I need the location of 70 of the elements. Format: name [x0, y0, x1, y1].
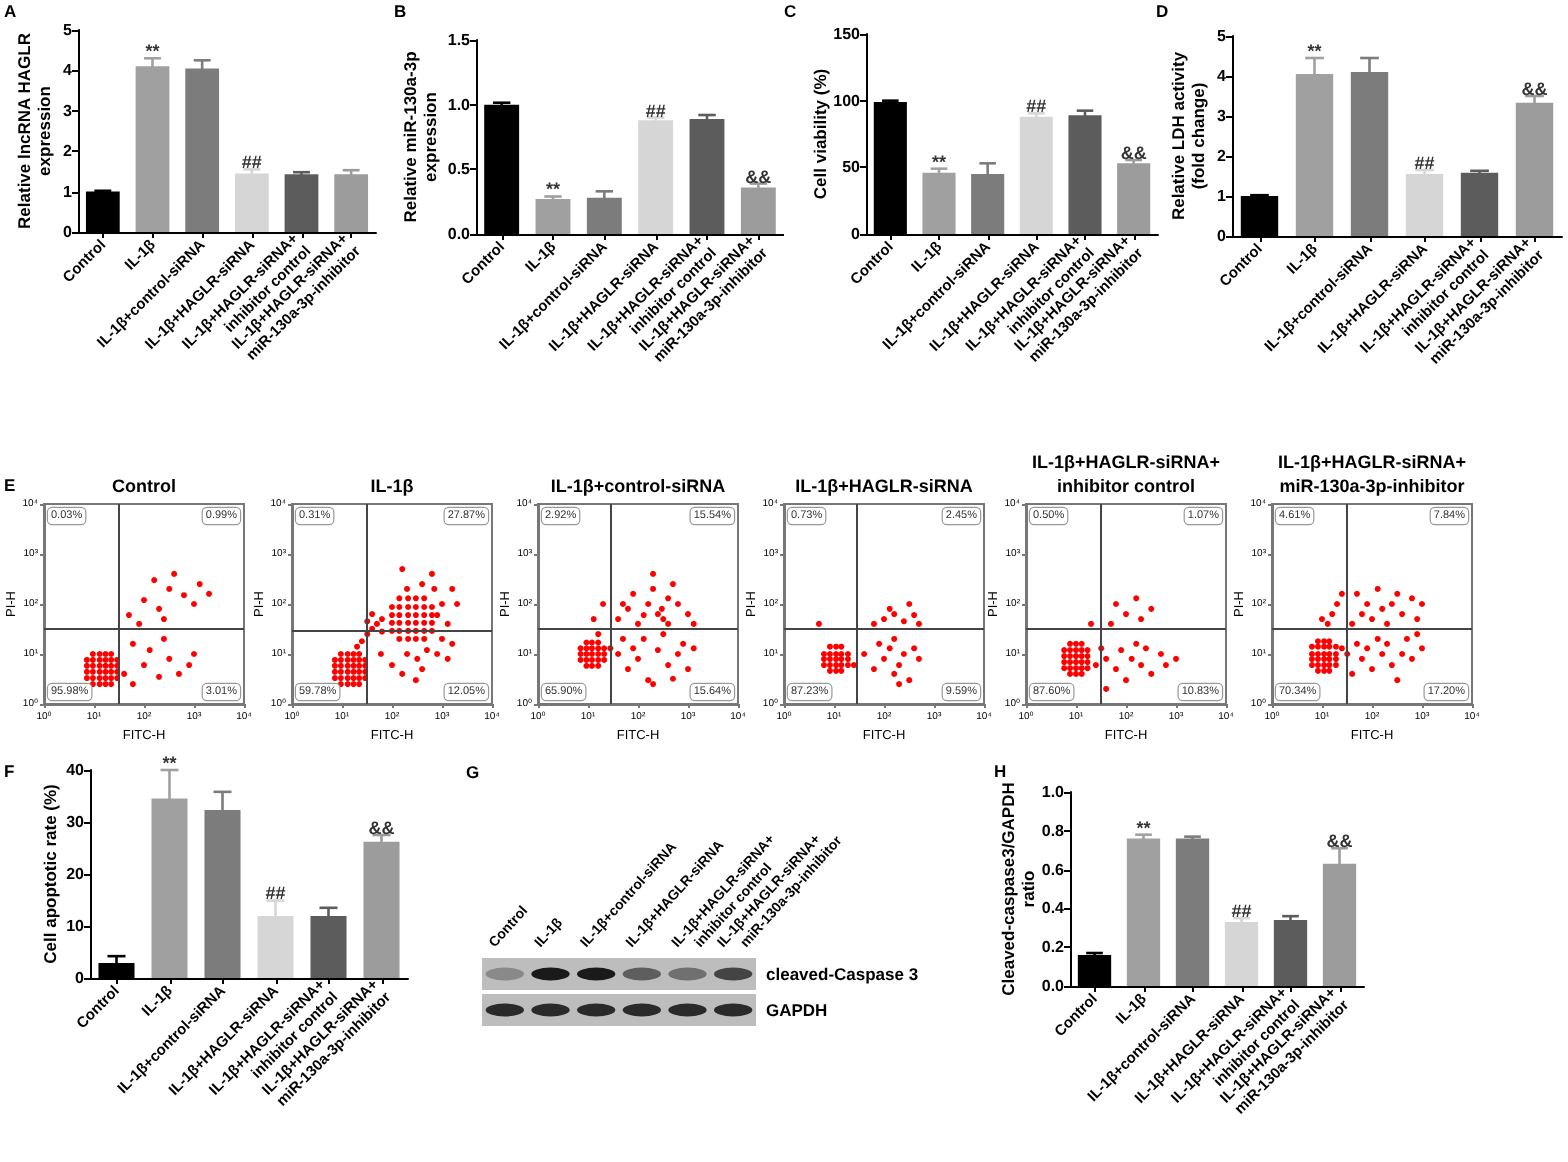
- chart-title: IL-1β: [370, 476, 415, 496]
- y-tick-label: 1: [63, 182, 74, 201]
- text: B: [394, 1, 407, 21]
- y-tick-label: 0.2: [1041, 938, 1066, 957]
- annotation: **: [145, 41, 161, 62]
- y-tick-label: 0.0: [447, 225, 472, 243]
- y-axis-title: Relative miR-130a-3p expression: [400, 51, 440, 223]
- annotation: &&: [368, 818, 396, 838]
- y-tick-label: 2: [1217, 147, 1228, 165]
- y-tick-label: 1.0: [1041, 783, 1066, 801]
- annotation: ##: [1231, 901, 1252, 922]
- annotation: &&: [745, 166, 773, 187]
- annotation: &&: [1120, 143, 1148, 163]
- annotation: **: [162, 753, 178, 773]
- text: D: [1156, 1, 1169, 21]
- y-tick-label: 1: [1217, 187, 1228, 205]
- y-tick-label: 0.4: [1041, 899, 1066, 918]
- y-axis-title: Relative lncRNA HAGLR expression: [14, 33, 54, 229]
- y-tick-label: 100: [833, 91, 862, 110]
- y-tick-label: 10: [66, 917, 86, 935]
- y-tick-label: 40: [66, 761, 86, 779]
- text: E: [4, 475, 16, 495]
- y-tick-label: 1.0: [447, 95, 472, 114]
- y-tick-label: 0: [1217, 227, 1228, 245]
- y-tick-label: 0.5: [447, 160, 472, 179]
- category-label: GAPDH: [766, 1000, 828, 1020]
- y-tick-label: 0: [851, 225, 862, 243]
- y-tick-label: 0: [63, 223, 74, 241]
- category-label: cleaved-Caspase 3: [766, 964, 919, 984]
- y-tick-label: 150: [833, 25, 862, 43]
- text: H: [994, 761, 1007, 781]
- y-tick-label: 30: [66, 813, 86, 831]
- annotation: **: [931, 151, 947, 172]
- y-axis-title: Relative LDH activity (fold change): [1168, 51, 1208, 221]
- text: F: [4, 761, 15, 781]
- y-tick-label: 50: [842, 158, 862, 177]
- text: A: [4, 1, 17, 21]
- annotation: **: [545, 179, 561, 200]
- annotation: **: [1307, 41, 1323, 61]
- y-tick-label: 0: [75, 969, 86, 987]
- annotation: ##: [1026, 96, 1047, 117]
- y-tick-label: 0.8: [1041, 821, 1066, 840]
- y-axis-title: Cleaved-caspase3/GAPDH ratio: [998, 782, 1038, 996]
- text: G: [466, 762, 480, 782]
- annotation: &&: [1521, 79, 1549, 99]
- y-tick-label: 5: [1217, 27, 1228, 45]
- annotation: **: [1136, 817, 1152, 838]
- y-tick-label: 5: [63, 21, 74, 39]
- annotation: &&: [1326, 831, 1354, 852]
- y-tick-label: 1.5: [447, 31, 472, 49]
- y-tick-label: 3: [1217, 107, 1228, 125]
- y-tick-label: 4: [63, 61, 74, 80]
- chart-title: Control: [112, 476, 176, 496]
- y-axis-title: Cell viability (%): [810, 68, 830, 200]
- y-tick-label: 3: [63, 101, 74, 120]
- annotation: ##: [645, 100, 666, 121]
- chart-title: IL-1β+HAGLR-siRNA: [795, 476, 974, 496]
- y-tick-label: 20: [66, 865, 86, 883]
- text: C: [784, 1, 797, 21]
- annotation: ##: [1414, 153, 1435, 173]
- y-tick-label: 4: [1217, 67, 1228, 85]
- y-tick-label: 0.6: [1041, 860, 1066, 879]
- y-axis-title: Cell apoptotic rate (%): [40, 783, 60, 964]
- y-tick-label: 0.0: [1041, 977, 1066, 995]
- annotation: ##: [265, 883, 286, 903]
- chart-title: IL-1β+HAGLR-siRNA+ miR-130a-3p-inhibitor: [1277, 452, 1467, 496]
- y-tick-label: 2: [63, 142, 74, 161]
- chart-title: IL-1β+HAGLR-siRNA+ inhibitor control: [1031, 452, 1221, 496]
- annotation: ##: [241, 152, 262, 173]
- chart-title: IL-1β+control-siRNA: [550, 476, 727, 496]
